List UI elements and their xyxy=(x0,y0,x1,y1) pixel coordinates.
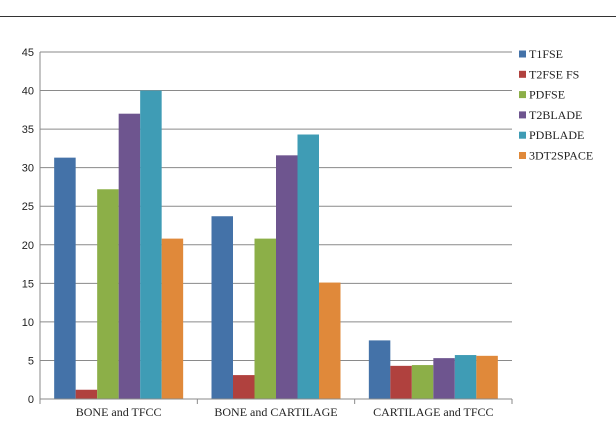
y-axis-ticks: 0 5 10 15 20 25 30 35 40 45 xyxy=(22,47,34,406)
x-axis-categories: BONE and TFCC BONE and CARTILAGE CARTILAGE… xyxy=(76,405,494,419)
bar-t2fse-fs xyxy=(75,389,98,399)
legend-label: T1FSE xyxy=(529,47,563,61)
legend-swatch xyxy=(519,91,526,99)
y-tick-label: 5 xyxy=(28,355,34,367)
legend-label: T2BLADE xyxy=(529,108,582,122)
legend-label: PDBLADE xyxy=(529,128,584,142)
bar-t1fse xyxy=(54,157,76,399)
x-category-label: CARTILAGE and TFCC xyxy=(373,405,493,419)
legend-label: 3DT2SPACE xyxy=(529,149,593,163)
y-tick-label: 15 xyxy=(22,278,34,290)
legend-swatch xyxy=(519,152,526,159)
legend: T1FSE T2FSE FS PDFSE T2BLADE PDBLADE 3DT2SPAC… xyxy=(519,47,593,163)
y-tick-label: 20 xyxy=(22,240,34,252)
bar-3dt2space xyxy=(319,282,341,399)
bar-pdblade xyxy=(454,355,477,399)
bar-t2fse-fs xyxy=(390,365,412,399)
bar-pdblade xyxy=(297,134,319,399)
bar-pdfse xyxy=(97,189,119,399)
legend-label: T2FSE FS xyxy=(529,67,579,81)
bar-pdblade xyxy=(140,90,162,400)
bar-3dt2space xyxy=(476,355,498,399)
bar-t1fse xyxy=(211,216,233,399)
y-tick-label: 25 xyxy=(22,201,34,213)
bar-t2blade xyxy=(118,113,141,399)
y-tick-label: 35 xyxy=(22,124,34,136)
bar-t2blade xyxy=(276,155,298,399)
y-tick-label: 45 xyxy=(22,47,34,59)
bar-t2fse-fs xyxy=(233,375,255,399)
top-divider xyxy=(0,16,616,17)
bar-t1fse xyxy=(368,340,391,399)
x-category-label: BONE and CARTILAGE xyxy=(214,405,337,419)
bar-pdfse xyxy=(411,365,434,399)
bars xyxy=(54,90,498,400)
bar-pdfse xyxy=(254,238,276,399)
y-tick-label: 30 xyxy=(22,163,34,175)
legend-swatch xyxy=(519,70,526,78)
bar-t2blade xyxy=(433,358,455,399)
axes xyxy=(39,52,513,404)
legend-swatch xyxy=(519,50,526,58)
legend-label: PDFSE xyxy=(529,88,565,102)
y-tick-label: 40 xyxy=(22,86,34,98)
legend-swatch xyxy=(519,111,526,119)
legend-swatch xyxy=(519,131,526,139)
y-tick-label: 10 xyxy=(22,317,34,329)
x-category-label: BONE and TFCC xyxy=(76,405,162,419)
bar-3dt2space xyxy=(161,238,184,399)
y-tick-label: 0 xyxy=(28,394,34,406)
